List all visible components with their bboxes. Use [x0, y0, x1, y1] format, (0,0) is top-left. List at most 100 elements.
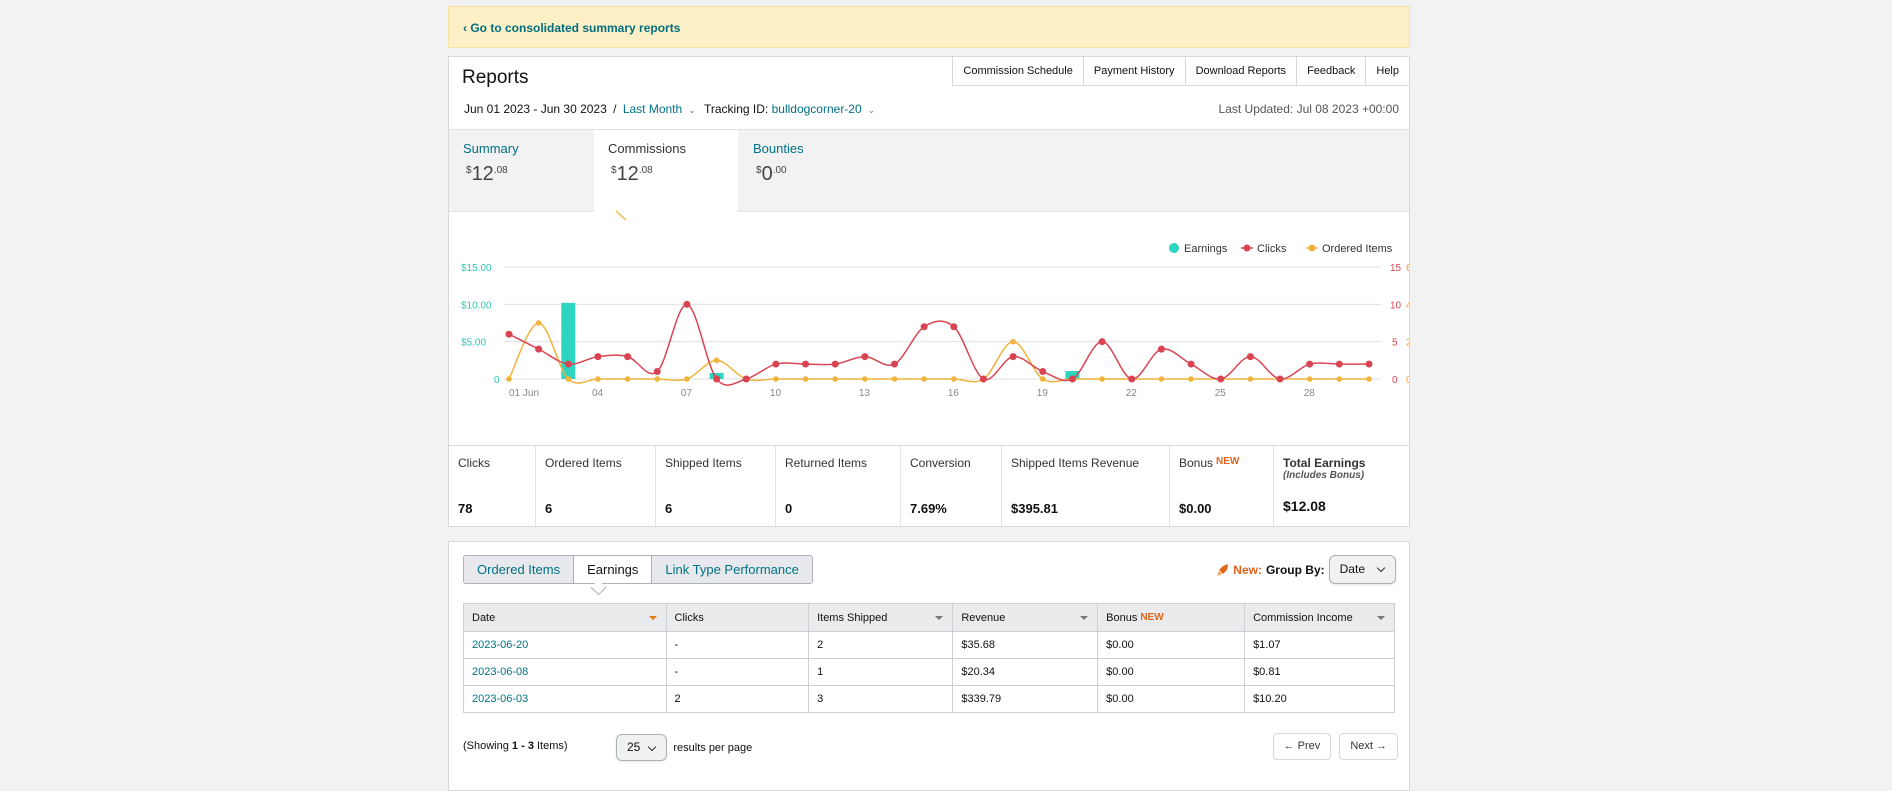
- ordered-items-point: [1366, 376, 1372, 382]
- chevron-down-icon: ⌄: [867, 105, 876, 115]
- table-cell: $0.00: [1097, 658, 1246, 686]
- table-cell: $0.81: [1244, 658, 1395, 686]
- ordered-items-point: [1010, 338, 1016, 345]
- stat-value: $395.81: [1011, 501, 1058, 516]
- legend-label: Earnings: [1184, 243, 1228, 255]
- page-title: Reports: [462, 67, 529, 88]
- ordered-items-line: [508, 322, 1369, 384]
- table-cell: 2: [665, 685, 810, 713]
- commission-schedule-link[interactable]: Commission Schedule: [952, 56, 1084, 86]
- stat-label: Shipped Items Revenue: [1011, 456, 1140, 470]
- showing-count: (Showing 1 - 3 Items): [463, 740, 568, 752]
- feedback-link[interactable]: Feedback: [1296, 56, 1367, 86]
- ordered-items-point: [654, 376, 661, 382]
- per-page: 25 results per page: [616, 734, 752, 761]
- rocket-icon: [1217, 563, 1229, 576]
- sort-arrow-icon: [1377, 616, 1385, 620]
- clicks-line: [508, 303, 1369, 386]
- x-tick-label: 10: [770, 388, 782, 399]
- stat-clicks: Clicks 78: [449, 446, 536, 528]
- ordered-items-point: [1158, 376, 1165, 382]
- date-link[interactable]: 2023-06-20: [463, 631, 667, 659]
- stat-value: 6: [545, 501, 553, 516]
- table-cell: $0.00: [1097, 685, 1246, 713]
- stat-ordered-items: Ordered Items 6: [536, 446, 656, 528]
- date-range-text: Jun 01 2023 - Jun 30 2023: [464, 102, 607, 116]
- group-by-select[interactable]: Date: [1328, 555, 1396, 584]
- legend-ordered-marker: [1308, 244, 1316, 252]
- clicks-point: [1128, 375, 1136, 383]
- clicks-point: [564, 360, 572, 368]
- tab-ordered-items[interactable]: Ordered Items: [464, 556, 575, 583]
- legend-clicks-marker: [1243, 244, 1251, 252]
- chevron-down-icon: ⌄: [688, 105, 696, 115]
- y-left-tick-label: $5.00: [461, 338, 486, 349]
- tab-bounties[interactable]: Bounties $0.00: [739, 130, 883, 211]
- stat-returned-items: Returned Items 0: [776, 446, 901, 528]
- clicks-point: [1217, 375, 1225, 383]
- stat-label: Clicks: [458, 456, 490, 470]
- ordered-items-point: [595, 376, 601, 382]
- summary-amount: $12.08: [466, 163, 508, 185]
- tab-earnings[interactable]: Earnings: [574, 556, 653, 583]
- stat-shipped-items: Shipped Items 6: [656, 446, 776, 528]
- stat-label: Bonus NEW: [1179, 456, 1240, 470]
- tracking-id-value: bulldogcorner-20: [771, 102, 862, 116]
- clicks-point: [1098, 338, 1106, 346]
- payment-history-link[interactable]: Payment History: [1082, 56, 1186, 86]
- clicks-point: [1246, 353, 1254, 361]
- table-cell: 2: [808, 631, 954, 659]
- date-preset-dropdown[interactable]: Last Month ⌄: [623, 102, 696, 116]
- ordered-items-point: [773, 376, 779, 382]
- date-link[interactable]: 2023-06-08: [463, 658, 667, 686]
- help-link[interactable]: Help: [1365, 56, 1410, 86]
- column-header-bonus[interactable]: Bonus NEW: [1097, 603, 1246, 632]
- tab-summary[interactable]: Summary $12.08: [449, 130, 593, 211]
- download-reports-link[interactable]: Download Reports: [1184, 56, 1298, 86]
- clicks-point: [505, 330, 513, 338]
- ordered-items-point: [802, 376, 809, 382]
- ordered-items-point: [684, 376, 690, 382]
- clicks-point: [1306, 360, 1314, 368]
- table-cell: -: [665, 658, 810, 686]
- tab-summary-label: Summary: [463, 141, 519, 156]
- clicks-point: [950, 323, 958, 331]
- tab-commissions-label: Commissions: [608, 141, 687, 156]
- ordered-items-point: [1188, 376, 1194, 382]
- prev-button[interactable]: ← Prev: [1272, 733, 1332, 760]
- column-header-revenue[interactable]: Revenue: [952, 603, 1099, 632]
- stat-total-earnings: Total Earnings (Includes Bonus) $12.08: [1274, 446, 1409, 528]
- new-badge: NEW: [1216, 456, 1240, 467]
- x-tick-label: 22: [1126, 388, 1138, 399]
- date-range-separator: /: [613, 102, 617, 116]
- sort-arrow-icon: [648, 616, 657, 620]
- consolidated-banner: ‹ Go to consolidated summary reports: [448, 6, 1410, 48]
- next-button[interactable]: Next →: [1339, 733, 1398, 760]
- clicks-point: [683, 300, 691, 308]
- earnings-table: Date Clicks Items Shipped Revenue Bonus NEW Co…: [463, 603, 1395, 713]
- x-tick-label: 01 Jun: [509, 388, 539, 399]
- clicks-point: [713, 375, 721, 383]
- tab-commissions[interactable]: Commissions $12.08: [594, 130, 738, 214]
- ordered-items-point: [832, 376, 839, 382]
- y-left-tick-label: $15.00: [461, 263, 492, 274]
- consolidated-summary-link[interactable]: ‹ Go to consolidated summary reports: [463, 21, 681, 35]
- clicks-point: [1187, 360, 1195, 368]
- clicks-point: [831, 360, 839, 368]
- tab-link-type-performance[interactable]: Link Type Performance: [652, 556, 812, 583]
- clicks-point: [594, 353, 602, 361]
- column-header-commission-income[interactable]: Commission Income: [1244, 603, 1395, 632]
- table-cell: 3: [808, 685, 954, 713]
- legend-label: Ordered Items: [1322, 243, 1393, 255]
- per-page-select[interactable]: 25: [616, 734, 668, 761]
- column-header-clicks[interactable]: Clicks: [665, 603, 810, 632]
- date-link[interactable]: 2023-06-03: [463, 685, 667, 713]
- stat-value: $0.00: [1179, 501, 1212, 516]
- column-header-items-shipped[interactable]: Items Shipped: [808, 603, 954, 632]
- column-header-date[interactable]: Date: [463, 603, 667, 632]
- details-card: Ordered Items Earnings Link Type Perform…: [448, 541, 1410, 791]
- stat-label: Returned Items: [785, 456, 868, 470]
- y-right-ordered-tick-label: 4: [1406, 300, 1409, 311]
- table-cell: $10.20: [1244, 685, 1395, 713]
- tracking-id-dropdown[interactable]: bulldogcorner-20 ⌄: [772, 102, 876, 116]
